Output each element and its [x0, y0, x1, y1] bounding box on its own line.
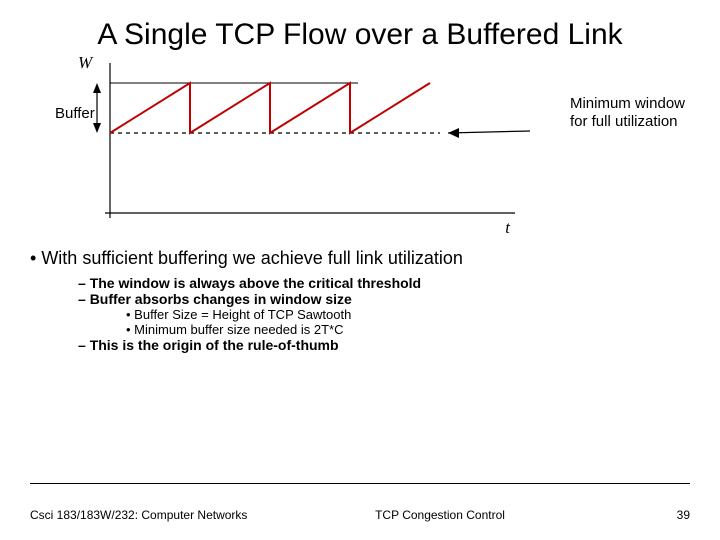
bullet-sub-2: Buffer absorbs changes in window size — [78, 291, 690, 307]
sawtooth-chart: W Buffer Minimum window for full utiliza… — [60, 53, 700, 238]
footer-rule — [30, 483, 690, 484]
bullet-main: With sufficient buffering we achieve ful… — [30, 248, 690, 269]
buffer-label: Buffer — [55, 105, 95, 122]
bullet-sub-3: This is the origin of the rule-of-thumb — [78, 337, 690, 353]
bullet-subsub-2: Minimum buffer size needed is 2T*C — [126, 322, 690, 337]
annotation-text: Minimum window for full utilization — [570, 95, 685, 133]
annotation-line1: Minimum window — [570, 95, 685, 112]
y-axis-label: W — [78, 53, 92, 73]
footer: Csci 183/183W/232: Computer Networks TCP… — [0, 508, 720, 522]
bullet-subsub-1: Buffer Size = Height of TCP Sawtooth — [126, 307, 690, 322]
x-axis-label: t — [505, 218, 510, 238]
bullet-list: With sufficient buffering we achieve ful… — [30, 248, 690, 353]
bullet-sub-1: The window is always above the critical … — [78, 275, 690, 291]
footer-topic: TCP Congestion Control — [250, 508, 630, 522]
page-number: 39 — [630, 508, 690, 522]
slide-title: A Single TCP Flow over a Buffered Link — [0, 0, 720, 53]
footer-course: Csci 183/183W/232: Computer Networks — [30, 508, 250, 522]
chart-svg — [60, 53, 700, 238]
annotation-line2: for full utilization — [570, 113, 678, 130]
